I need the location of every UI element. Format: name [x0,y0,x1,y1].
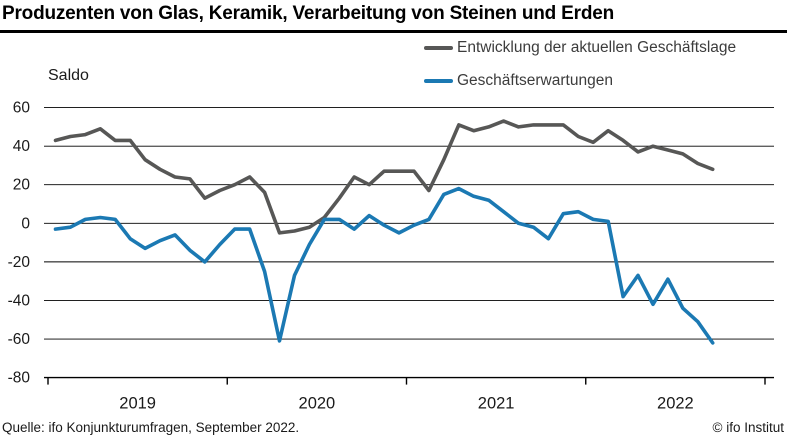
y-axis-tick-labels: 60 40 20 0 -20 -40 -60 -80 [8,100,31,387]
x-axis-tick-labels: 2019 2020 2021 2022 [119,395,693,413]
svg-text:60: 60 [13,100,31,117]
gridlines [44,107,774,340]
svg-text:0: 0 [21,215,30,232]
legend-item-geschaeftslage: Entwicklung der aktuellen Geschäftslage [424,36,736,60]
svg-text:2021: 2021 [478,395,515,413]
svg-text:20: 20 [13,177,31,194]
svg-text:40: 40 [13,138,31,155]
legend-label-erwartungen: Geschäftserwartungen [457,72,613,89]
svg-text:2022: 2022 [657,395,694,413]
svg-text:-60: -60 [8,331,31,348]
svg-text:-20: -20 [8,254,31,271]
page-title: Produzenten von Glas, Keramik, Verarbeit… [2,3,615,24]
copyright-note: © ifo Institut [712,420,784,435]
legend: Entwicklung der aktuellen Geschäftslage … [424,36,736,102]
legend-label-geschaeftslage: Entwicklung der aktuellen Geschäftslage [457,39,737,56]
svg-text:-40: -40 [8,292,31,309]
y-axis-unit-label: Saldo [48,67,89,84]
title-rule [0,30,787,33]
legend-line-swatch-blue [424,78,453,84]
data-series-lines [53,119,715,345]
legend-line-swatch-gray [424,45,453,51]
source-note: Quelle: ifo Konjunkturumfragen, Septembe… [2,420,300,435]
footer: Quelle: ifo Konjunkturumfragen, Septembe… [2,420,784,435]
svg-text:2020: 2020 [299,395,336,413]
svg-text:2019: 2019 [119,395,156,413]
legend-item-erwartungen: Geschäftserwartungen [424,69,736,93]
svg-text:-80: -80 [8,370,31,387]
x-axis [44,376,774,385]
